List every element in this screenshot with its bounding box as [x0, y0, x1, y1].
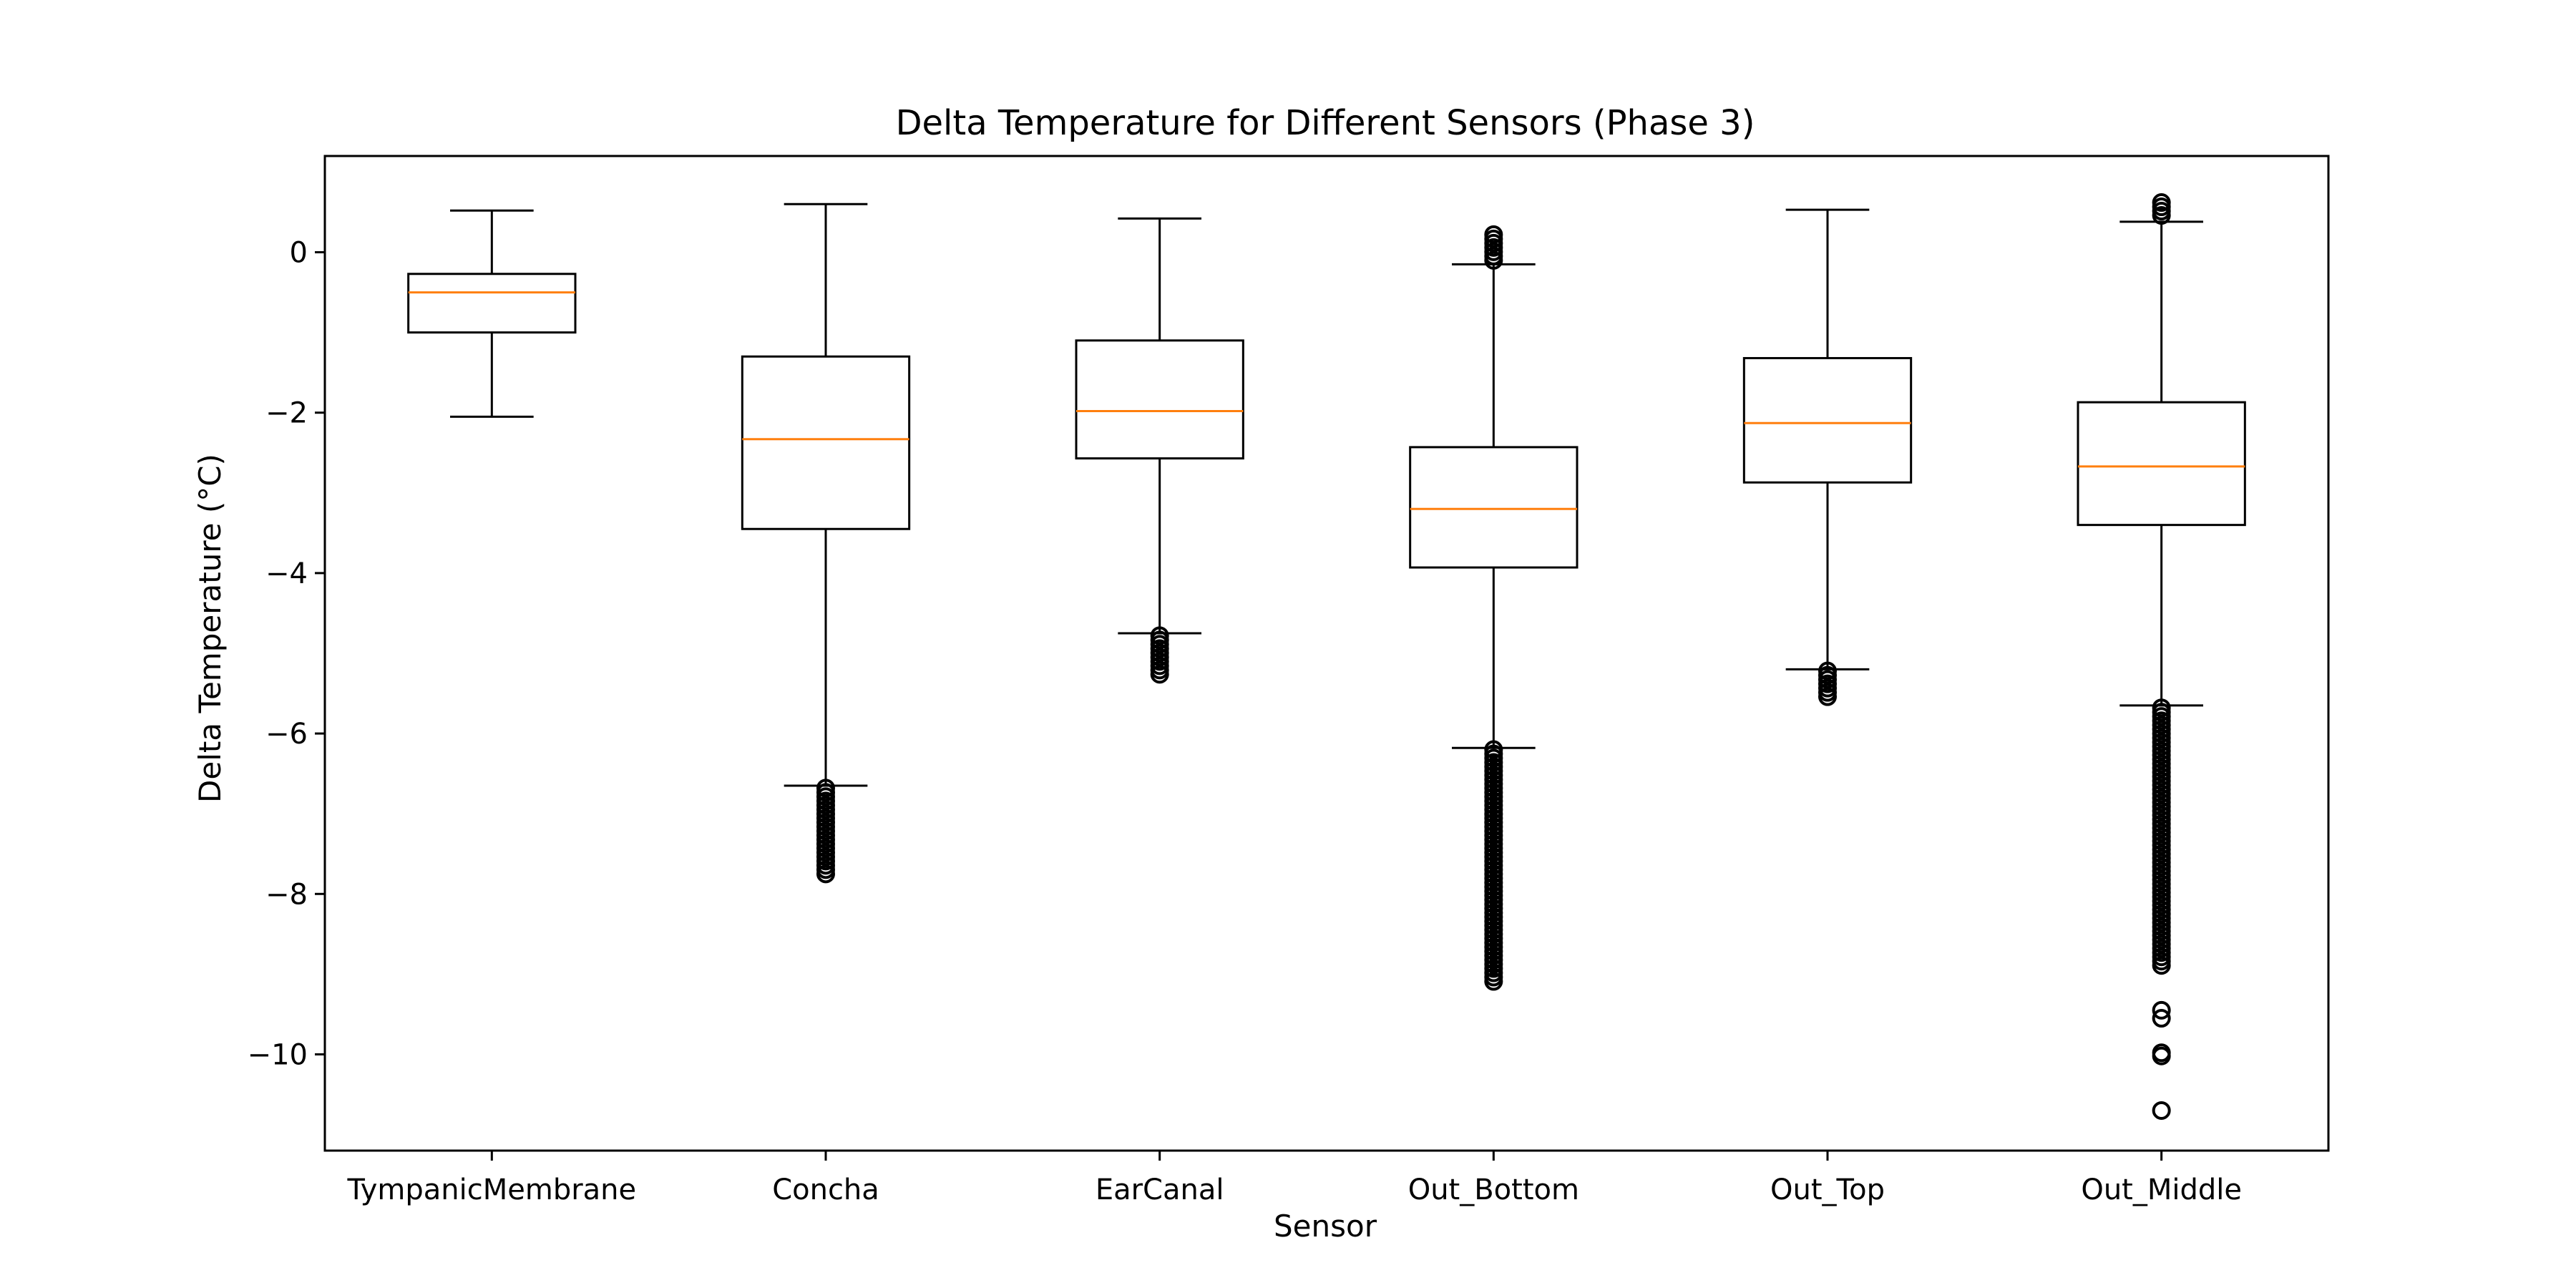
y-tick-label: 0 — [290, 237, 308, 270]
outlier-point — [2152, 1046, 2171, 1065]
outlier-point — [2152, 1101, 2171, 1120]
x-tick-label: TympanicMembrane — [347, 1174, 637, 1206]
plot-frame — [323, 155, 2330, 1152]
outlier-point — [2152, 1000, 2171, 1020]
x-tick-label: Concha — [772, 1174, 879, 1206]
y-tick-label: −8 — [265, 878, 308, 911]
y-tick-label: −4 — [265, 557, 308, 590]
y-axis-label: Delta Temperature (°C) — [192, 454, 228, 803]
box-iqr — [1075, 339, 1244, 460]
y-tick-label: −10 — [248, 1038, 308, 1071]
outlier-point — [1150, 665, 1169, 684]
box-iqr — [1742, 356, 1913, 484]
outlier-point — [816, 864, 835, 884]
x-tick-label: Out_Middle — [2081, 1174, 2242, 1206]
outlier-point — [2152, 956, 2171, 975]
chart-title: Delta Temperature for Different Sensors … — [896, 103, 1755, 143]
box-iqr — [407, 273, 577, 334]
x-tick-label: Out_Top — [1770, 1174, 1885, 1206]
outlier-point — [1818, 687, 1837, 706]
x-axis-label: Sensor — [1274, 1209, 1377, 1244]
plot-area: 0 −2 −4 −6 −8 −10 TympanicMembrane Concha EarCan… — [248, 193, 2246, 1206]
box-iqr — [1409, 446, 1579, 569]
x-tick-label: Out_Bottom — [1408, 1174, 1579, 1206]
y-tick-label: −6 — [265, 718, 308, 751]
box-iqr — [2077, 401, 2246, 527]
x-tick-label: EarCanal — [1096, 1174, 1224, 1206]
outlier-point — [2152, 1009, 2171, 1028]
y-tick-label: −2 — [265, 397, 308, 430]
box-iqr — [741, 355, 911, 530]
outlier-point — [1484, 972, 1503, 991]
outlier-point — [2152, 206, 2171, 225]
outlier-point — [1484, 250, 1503, 270]
